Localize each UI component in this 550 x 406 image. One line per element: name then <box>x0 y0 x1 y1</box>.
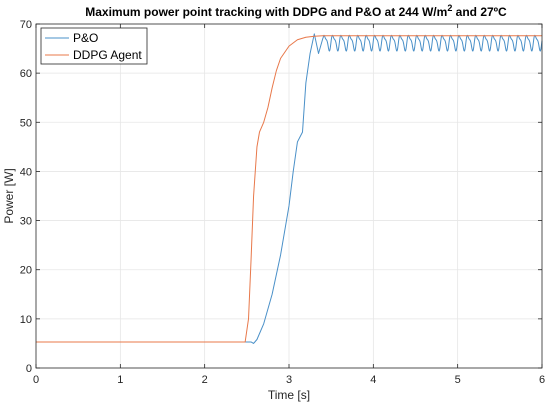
chart-title: Maximum power point tracking with DDPG a… <box>85 3 507 19</box>
x-tick-label: 6 <box>539 374 545 386</box>
grid <box>36 24 542 368</box>
y-axis-label: Power [W] <box>2 168 16 223</box>
y-tick-label: 70 <box>20 19 32 31</box>
y-tick-label: 30 <box>20 216 32 228</box>
x-tick-label: 5 <box>455 374 461 386</box>
legend: P&O DDPG Agent <box>40 27 148 65</box>
y-tick-label: 40 <box>20 166 32 178</box>
y-tick-label: 60 <box>20 68 32 80</box>
x-tick-label: 2 <box>202 374 208 386</box>
y-tick-label: 0 <box>26 363 32 375</box>
y-tick-label: 10 <box>20 314 32 326</box>
y-tick-label: 20 <box>20 265 32 277</box>
legend-label-ddpg: DDPG Agent <box>73 48 142 62</box>
chart-title-tail: and 27ºC <box>452 5 507 19</box>
x-tick-label: 1 <box>117 374 123 386</box>
chart-title-superscript: 2 <box>447 3 452 13</box>
series-line-ddpg <box>36 35 542 343</box>
legend-box <box>40 27 148 65</box>
legend-label-po: P&O <box>73 31 98 45</box>
x-axis-label: Time [s] <box>268 388 310 402</box>
series-layer <box>36 33 543 344</box>
x-tick-label: 3 <box>286 374 292 386</box>
x-tick-label: 4 <box>370 374 376 386</box>
series-line-po <box>36 33 543 344</box>
chart-title-main: Maximum power point tracking with DDPG a… <box>85 5 447 19</box>
y-tick-label: 50 <box>20 117 32 129</box>
x-tick-label: 0 <box>33 374 39 386</box>
